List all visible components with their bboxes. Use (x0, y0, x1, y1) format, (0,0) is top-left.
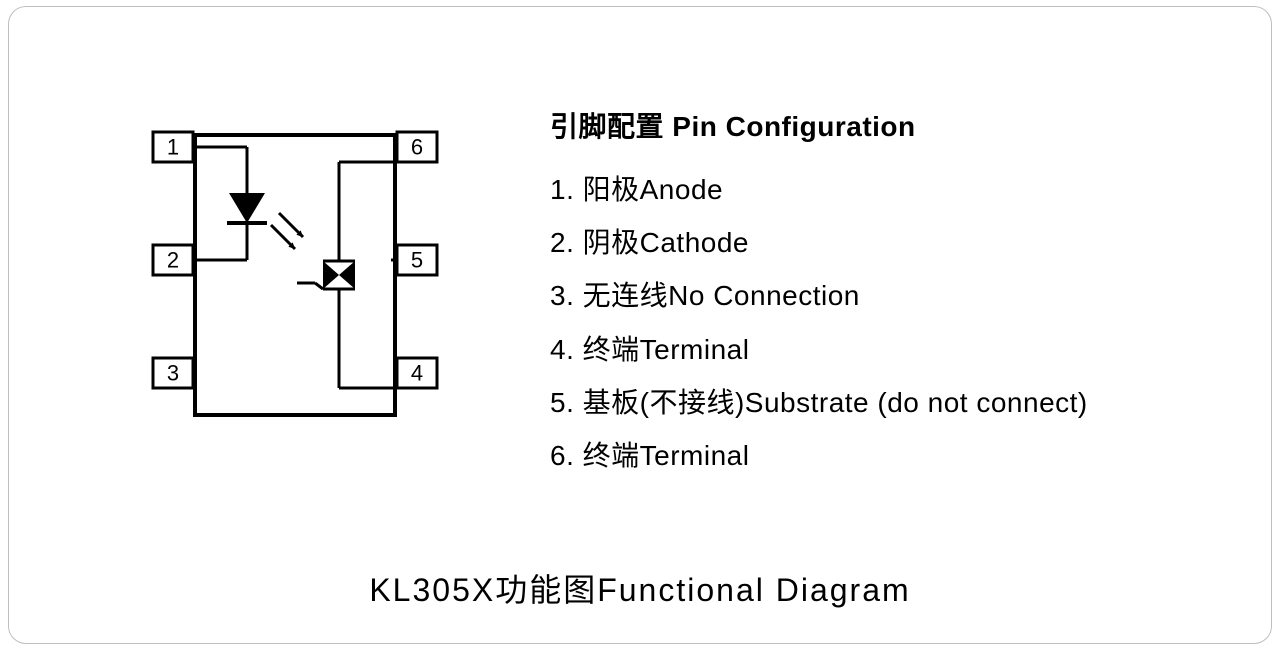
pin-item: 2. 阴极Cathode (550, 216, 1250, 269)
pin-list: 1. 阳极Anode2. 阴极Cathode3. 无连线No Connectio… (550, 163, 1250, 482)
svg-text:5: 5 (411, 248, 423, 273)
pin-item: 5. 基板(不接线)Substrate (do not connect) (550, 376, 1250, 429)
pin-item: 1. 阳极Anode (550, 163, 1250, 216)
schematic-svg: 1 6 2 5 3 4 (135, 125, 455, 425)
svg-text:6: 6 (411, 135, 423, 160)
svg-text:2: 2 (167, 248, 179, 273)
pin-item: 6. 终端Terminal (550, 429, 1250, 482)
svg-text:4: 4 (411, 361, 423, 386)
svg-text:1: 1 (167, 135, 179, 160)
content: 1 6 2 5 3 4 引脚配置 Pin Configuration 1. 阳极Anode… (0, 0, 1280, 650)
pin-item: 4. 终端Terminal (550, 323, 1250, 376)
svg-text:3: 3 (167, 361, 179, 386)
pin-config-heading: 引脚配置 Pin Configuration (550, 105, 1250, 145)
diagram-caption: KL305X功能图Functional Diagram (0, 565, 1280, 611)
pin-item: 3. 无连线No Connection (550, 269, 1250, 322)
functional-diagram: 1 6 2 5 3 4 (135, 125, 455, 425)
pin-configuration-block: 引脚配置 Pin Configuration 1. 阳极Anode2. 阴极Ca… (550, 105, 1250, 482)
